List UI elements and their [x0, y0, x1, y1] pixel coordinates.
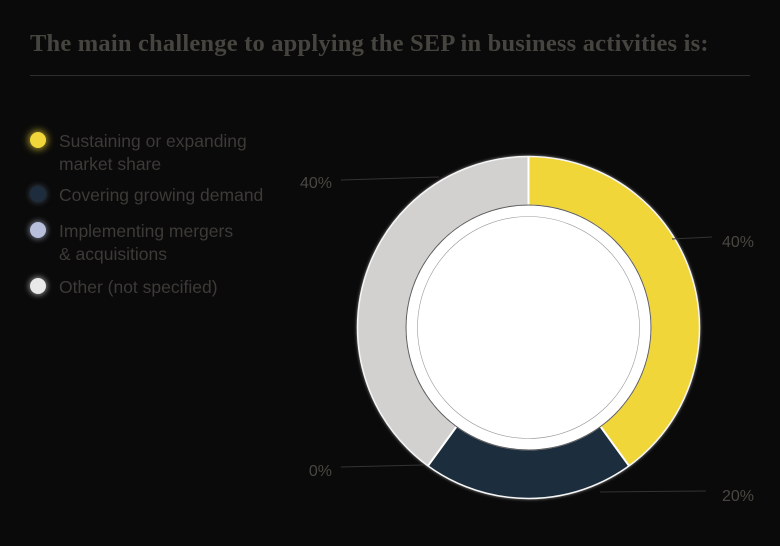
svg-text:40%: 40%	[722, 234, 754, 251]
svg-text:40%: 40%	[300, 175, 332, 192]
svg-text:20%: 20%	[722, 488, 754, 505]
svg-text:0%: 0%	[309, 463, 332, 480]
